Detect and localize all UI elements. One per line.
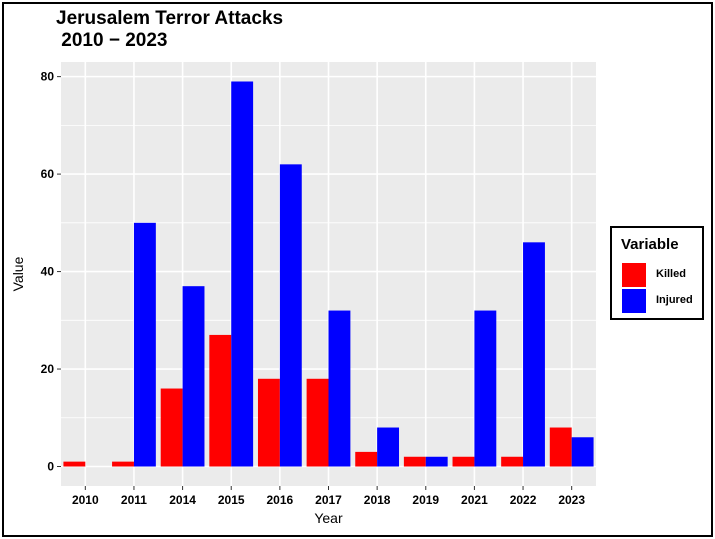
y-tick-label: 40 (41, 265, 55, 279)
x-tick-label-2017: 2017 (315, 493, 342, 507)
bar-injured-2011 (133, 222, 156, 467)
x-tick-label-2011: 2011 (121, 493, 147, 507)
bar-killed-2015 (209, 334, 232, 467)
legend-label-killed: Killed (656, 268, 686, 280)
y-tick-label: 60 (41, 167, 55, 181)
x-tick-label-2023: 2023 (558, 493, 585, 507)
y-tick-label: 0 (47, 460, 54, 474)
x-tick-label-2018: 2018 (364, 493, 391, 507)
bar-killed-2021 (452, 456, 475, 467)
y-tick-label: 80 (41, 70, 55, 84)
y-tick-label: 20 (41, 362, 55, 376)
bar-injured-2022 (523, 242, 545, 467)
bar-killed-2016 (257, 378, 280, 467)
bar-killed-2022 (501, 456, 524, 467)
bar-injured-2019 (425, 456, 448, 467)
bar-killed-2017 (306, 378, 329, 467)
y-axis-title: Value (10, 256, 26, 291)
x-tick-label-2022: 2022 (510, 493, 537, 507)
bar-killed-2023 (549, 427, 572, 467)
bar-injured-2017 (328, 310, 351, 467)
bar-injured-2016 (279, 164, 302, 467)
x-tick-label-2016: 2016 (267, 493, 294, 507)
x-tick-label-2021: 2021 (461, 493, 488, 507)
bar-injured-2023 (571, 437, 594, 467)
bar-killed-2018 (355, 451, 378, 467)
bar-injured-2014 (182, 286, 205, 467)
legend-key-killed (622, 263, 646, 287)
bar-injured-2018 (377, 427, 400, 467)
x-axis-title: Year (314, 510, 343, 526)
bar-injured-2021 (474, 310, 497, 467)
legend-title: Variable (621, 236, 679, 253)
x-tick-label-2014: 2014 (169, 493, 196, 507)
bar-killed-2014 (160, 388, 183, 467)
x-tick-label-2015: 2015 (218, 493, 245, 507)
x-tick-label-2010: 2010 (72, 493, 99, 507)
bar-injured-2015 (231, 81, 254, 467)
legend-key-injured (622, 289, 646, 313)
legend: Variable Killed Injured (610, 226, 704, 320)
bar-killed-2019 (403, 456, 426, 467)
legend-label-injured: Injured (656, 294, 693, 306)
bar-killed-2011 (112, 461, 134, 467)
bar-killed-2010 (63, 461, 86, 467)
x-tick-label-2019: 2019 (412, 493, 439, 507)
chart-title: Jerusalem Terror Attacks 2010 − 2023 (56, 8, 284, 51)
